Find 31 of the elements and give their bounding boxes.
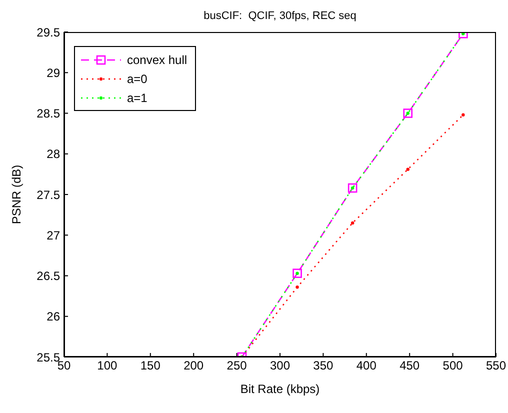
legend-label: a=1 — [127, 90, 148, 104]
y-tick-label: 26.5 — [36, 269, 60, 284]
x-tick-label: 200 — [184, 358, 204, 373]
y-axis-title: PSNR (dB) — [9, 164, 24, 224]
x-tick-label: 400 — [356, 358, 377, 373]
y-tick-label: 27.5 — [36, 188, 60, 202]
y-tick-label: 26 — [46, 310, 60, 324]
chart-title: busCIF: QCIF, 30fps, REC seq — [202, 10, 358, 22]
point — [296, 286, 299, 289]
x-tick-label: 300 — [270, 358, 290, 373]
point — [348, 183, 358, 193]
y-tick-label: 27 — [46, 228, 60, 242]
x-tick-label: 450 — [400, 358, 420, 373]
legend-label: convex hull — [127, 52, 188, 66]
x-tick-label: 100 — [97, 358, 118, 373]
point — [292, 268, 302, 278]
y-tick-label: 29.5 — [36, 25, 60, 40]
x-tick-label: 500 — [442, 358, 464, 373]
point — [406, 168, 410, 171]
x-tick-label: 150 — [140, 358, 161, 373]
x-tick-label: 350 — [313, 358, 334, 373]
point — [350, 221, 354, 225]
x-tick-label: 550 — [486, 358, 506, 373]
y-tick-label: 29 — [46, 66, 60, 80]
point — [403, 108, 413, 118]
point — [462, 113, 465, 116]
y-tick-label: 28.5 — [36, 106, 60, 121]
legend-label: a=0 — [127, 72, 148, 86]
x-tick-label: 250 — [226, 358, 248, 373]
y-tick-label: 28 — [46, 147, 60, 162]
x-axis-title: Bit Rate (kbps) — [240, 382, 320, 396]
